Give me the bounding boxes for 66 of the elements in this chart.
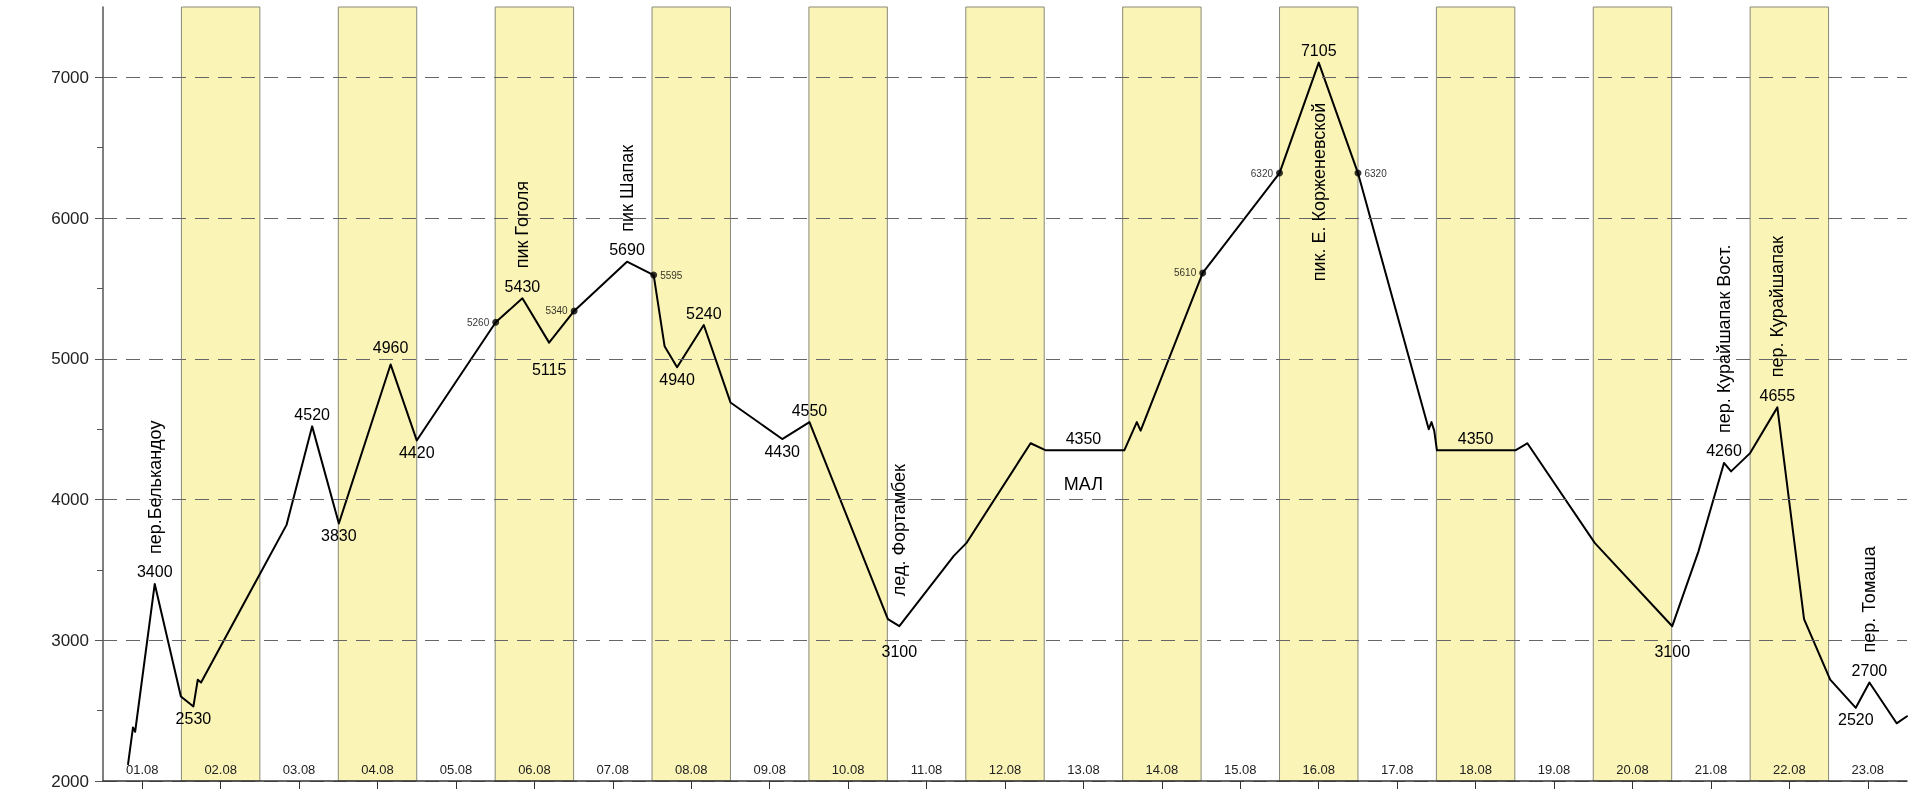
x-tick-label: 16.08 <box>1302 762 1336 777</box>
data-label: 3400 <box>136 563 173 581</box>
x-tick-label: 22.08 <box>1773 762 1806 777</box>
x-tick-label: 20.08 <box>1616 762 1649 777</box>
x-tick-label: 02.08 <box>204 762 237 777</box>
annotation: пер.Белькандоу <box>144 420 165 554</box>
y-tick-label: 2000 <box>51 771 89 791</box>
data-label: 4960 <box>372 339 409 357</box>
data-label: 5340 <box>545 305 569 317</box>
data-label: 3100 <box>1654 642 1691 660</box>
x-tick-label: 12.08 <box>988 762 1022 777</box>
annotation: пер. Томаша <box>1859 545 1880 653</box>
data-label: 4430 <box>764 442 801 460</box>
x-tick-label: 15.08 <box>1224 762 1257 777</box>
data-label: 4350 <box>1457 429 1494 447</box>
x-tick-label: 05.08 <box>439 762 473 777</box>
data-label: 5240 <box>685 304 722 322</box>
data-label: 5595 <box>660 269 683 281</box>
data-label: 4520 <box>294 405 331 423</box>
data-label: 3830 <box>321 526 357 544</box>
x-tick-label: 14.08 <box>1145 762 1179 777</box>
annotation: пер. Курайшапак Вост. <box>1713 244 1734 433</box>
data-label: 4260 <box>1706 442 1742 460</box>
x-tick-label: 08.08 <box>674 762 708 777</box>
y-tick-label: 6000 <box>51 208 89 228</box>
x-tick-label: 19.08 <box>1537 762 1571 777</box>
x-tick-label: 07.08 <box>596 762 630 777</box>
x-tick-label: 04.08 <box>361 762 394 777</box>
data-label: 5610 <box>1173 267 1197 279</box>
data-label: 7105 <box>1300 42 1337 60</box>
data-label: 4550 <box>791 401 828 419</box>
y-tick-label: 3000 <box>51 630 89 650</box>
annotation: лед. Фортамбек <box>889 463 910 597</box>
data-label: 4940 <box>659 370 695 388</box>
data-label: 2520 <box>1838 711 1874 729</box>
data-label: 3100 <box>881 642 918 660</box>
x-tick-label: 23.08 <box>1851 762 1885 777</box>
data-label: 4350 <box>1065 429 1102 447</box>
data-label: 6320 <box>1364 167 1388 179</box>
x-tick-label: 01.08 <box>125 762 159 777</box>
data-label: 2700 <box>1851 661 1888 679</box>
data-label: 5115 <box>531 361 567 379</box>
data-label: 5430 <box>504 277 541 295</box>
data-label: 5260 <box>466 316 490 328</box>
x-tick-label: 11.08 <box>910 762 943 777</box>
annotation: МАЛ <box>1063 474 1104 495</box>
data-label: 2530 <box>175 709 212 727</box>
x-tick-label: 13.08 <box>1067 762 1100 777</box>
annotation: пер. Курайшапак <box>1767 236 1788 378</box>
data-label: 5690 <box>609 241 645 259</box>
x-tick-label: 17.08 <box>1380 762 1414 777</box>
y-tick-label: 4000 <box>51 490 89 510</box>
x-tick-label: 06.08 <box>518 762 551 777</box>
x-tick-label: 09.08 <box>753 762 786 777</box>
annotation: пик Шапак <box>616 144 637 232</box>
annotation: пик. Е. Корженевской <box>1308 102 1329 282</box>
x-tick-label: 18.08 <box>1459 762 1492 777</box>
x-tick-label: 10.08 <box>831 762 865 777</box>
annotation: пик Гоголя <box>512 181 533 269</box>
data-label: 6320 <box>1250 167 1274 179</box>
y-tick-label: 7000 <box>51 67 89 87</box>
x-tick-label: 03.08 <box>282 762 316 777</box>
y-tick-label: 5000 <box>51 349 89 369</box>
data-label: 4420 <box>398 443 435 461</box>
x-tick-label: 21.08 <box>1694 762 1728 777</box>
data-label: 4655 <box>1759 386 1796 404</box>
